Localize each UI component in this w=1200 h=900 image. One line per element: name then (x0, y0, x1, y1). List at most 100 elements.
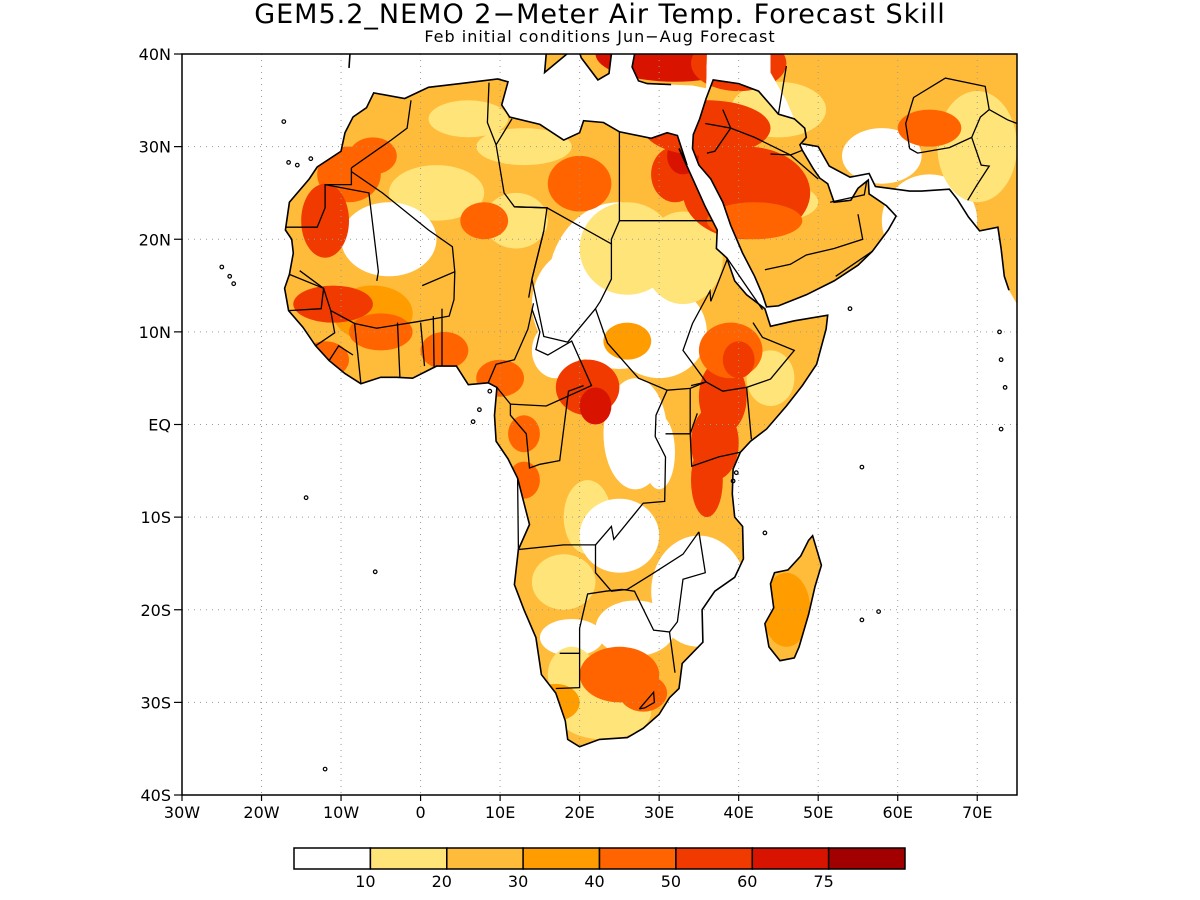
island-outline (859, 617, 865, 623)
lat-tick-label: 20N (139, 230, 171, 249)
colorbar-label: 50 (661, 872, 681, 891)
country-border (777, 65, 788, 115)
skill-hot-region-5 (293, 285, 373, 323)
longitude-axis: 30W 20W 10W 0 10E 20E 30E 40E 50E 60E 70E (164, 795, 992, 822)
coastlines (219, 54, 1017, 772)
country-border (689, 388, 698, 435)
colorbar-swatch (675, 847, 754, 870)
country-border (315, 310, 336, 347)
skill-region-10 (579, 498, 660, 573)
country-border (764, 214, 864, 271)
country-border (510, 308, 593, 407)
country-border (690, 381, 753, 440)
lat-tick-label: EQ (148, 416, 171, 435)
island-outline (308, 156, 314, 162)
country-border (829, 180, 868, 203)
lon-tick-label: 40E (723, 803, 753, 822)
country-border (516, 478, 700, 592)
skill-hot-region-23 (643, 100, 771, 156)
skill-region-25 (301, 341, 349, 379)
island-outline (733, 470, 739, 476)
country-border (288, 270, 325, 312)
island-outline (372, 569, 378, 575)
colorbar-label: 10 (355, 872, 375, 891)
colorbar-label: 20 (432, 872, 452, 891)
skill-hot-region-25 (691, 54, 787, 92)
lat-tick-label: 10N (139, 323, 171, 342)
lon-tick-label: 30E (644, 803, 674, 822)
colorbar-swatch (293, 847, 372, 870)
colorbar-swatch (369, 847, 448, 870)
map-subtitle: Feb initial conditions Jun−Aug Forecast (424, 27, 776, 46)
colorbar-swatch (446, 847, 524, 870)
map-title: GEM5.2_NEMO 2−Meter Air Temp. Forecast S… (254, 0, 946, 30)
country-border (967, 137, 991, 201)
country-border (351, 171, 456, 287)
country-border (396, 322, 401, 378)
lat-tick-label: 40S (140, 786, 171, 805)
skill-hot-region-30 (762, 572, 811, 647)
island-outline (470, 419, 476, 425)
arabia-coastline (691, 79, 898, 308)
lon-tick-label: 20W (243, 803, 279, 822)
island-outline (294, 162, 300, 168)
skill-hot-region-26 (364, 54, 429, 91)
skill-region-20 (428, 100, 509, 138)
country-border (353, 323, 362, 384)
country-border (486, 82, 513, 147)
lat-tick-label: 30S (140, 693, 171, 712)
skill-hot-region-20 (706, 202, 803, 240)
colorbar-swatch (598, 847, 677, 870)
lat-tick-label: 20S (140, 601, 171, 620)
island-outline (303, 495, 309, 501)
country-border (531, 230, 596, 343)
skill-region-1 (341, 202, 437, 277)
country-border (722, 109, 803, 156)
lon-tick-label: 20E (564, 803, 594, 822)
country-border (285, 167, 353, 228)
country-border (419, 322, 426, 367)
lon-tick-label: 70E (962, 803, 992, 822)
island-outline (322, 766, 328, 772)
skill-hot-region-15 (722, 341, 755, 379)
colorbar-swatch (751, 847, 830, 870)
country-border (770, 153, 819, 180)
skill-region-17 (842, 128, 922, 184)
country-border (496, 384, 584, 469)
skill-hot-region-7 (420, 331, 469, 369)
lat-tick-label: 40N (139, 45, 171, 64)
island-outline (286, 159, 292, 165)
country-border (621, 588, 676, 673)
skill-hot-region-27 (897, 109, 962, 147)
lon-tick-label: 10E (485, 803, 515, 822)
island-outline (997, 329, 1002, 335)
island-outline (231, 281, 237, 287)
lat-tick-label: 10S (140, 508, 171, 527)
country-border (432, 316, 435, 368)
country-border (668, 531, 707, 633)
europe-coastline (348, 54, 672, 86)
country-border (988, 109, 1017, 125)
country-border (638, 690, 656, 710)
island-outline (998, 357, 1004, 363)
country-border (705, 122, 732, 154)
island-outline (487, 388, 493, 394)
country-border (595, 389, 668, 546)
country-border (746, 322, 796, 389)
island-outline (227, 273, 233, 279)
skill-hot-region-16 (508, 415, 540, 453)
lon-tick-label: 30W (164, 803, 200, 822)
skill-region-13 (595, 600, 676, 657)
island-outline (1002, 385, 1008, 390)
lon-tick-label: 60E (882, 803, 912, 822)
skill-hot-region-4 (460, 202, 509, 240)
country-border (710, 257, 764, 310)
colorbar-label: 75 (813, 872, 833, 891)
latitude-axis: 40N 30N 20N 10N EQ 10S 20S 30S 40S (139, 45, 182, 805)
colorbar-label: 40 (584, 872, 604, 891)
country-border (495, 131, 621, 246)
lon-tick-label: 0 (415, 803, 425, 822)
skill-region-14 (651, 535, 747, 647)
skill-hot-region-3 (547, 155, 612, 212)
